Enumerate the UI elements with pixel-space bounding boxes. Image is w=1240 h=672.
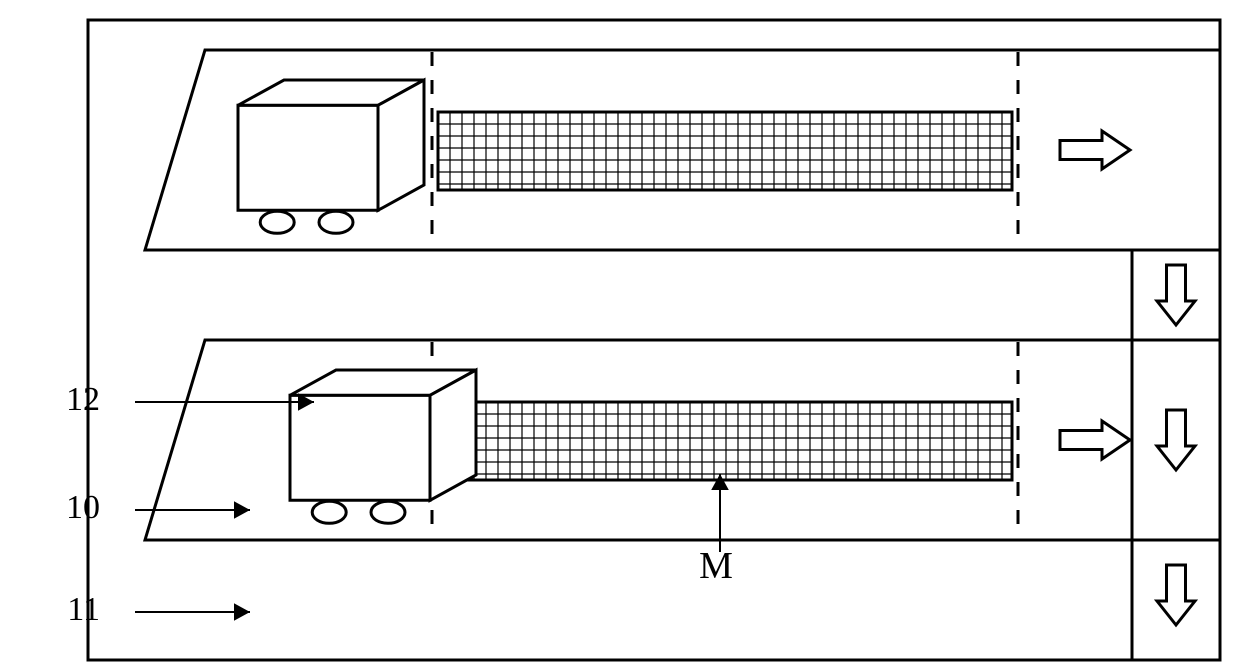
wheel-icon bbox=[312, 501, 346, 523]
arrow-right-icon bbox=[1060, 131, 1130, 169]
callout-label: 12 bbox=[66, 381, 100, 418]
arrow-down-icon bbox=[1157, 265, 1195, 325]
callout-label: 11 bbox=[67, 591, 100, 628]
wheel-icon bbox=[319, 211, 353, 233]
m-label: M bbox=[699, 545, 733, 587]
wheel-icon bbox=[371, 501, 405, 523]
schematic-diagram: 12 10 11 M bbox=[0, 0, 1240, 672]
callout-label: 10 bbox=[66, 489, 100, 526]
cart-front bbox=[238, 105, 378, 210]
arrowhead-icon bbox=[234, 501, 250, 519]
arrow-down-icon bbox=[1157, 565, 1195, 625]
cart-front bbox=[290, 395, 430, 500]
arrow-down-icon bbox=[1157, 410, 1195, 470]
arrow-right-icon bbox=[1060, 421, 1130, 459]
arrowhead-icon bbox=[234, 603, 250, 621]
wheel-icon bbox=[260, 211, 294, 233]
